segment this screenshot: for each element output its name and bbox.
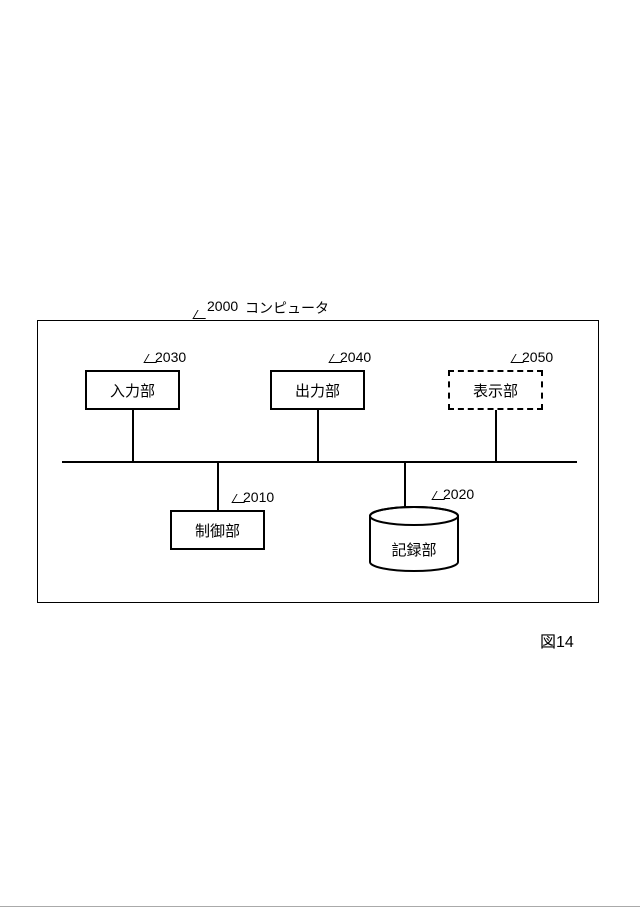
drop-input <box>132 410 134 461</box>
figure-caption: 図14 <box>540 628 574 652</box>
container-ref: 2000 <box>207 298 238 314</box>
node-input: 入力部 <box>85 370 180 410</box>
container-label: コンピュータ <box>245 298 329 318</box>
ref-record: 2020 <box>443 486 474 502</box>
page-bottom-rule <box>0 906 640 907</box>
node-input-label: 入力部 <box>110 380 155 401</box>
ref-display: 2050 <box>522 349 553 365</box>
node-display: 表示部 <box>448 370 543 410</box>
bus-line <box>62 461 577 463</box>
node-record-label: 記録部 <box>368 539 460 560</box>
drop-output <box>317 410 319 461</box>
node-record: 記録部 <box>368 505 460 573</box>
page: 2000 コンピュータ 2030 入力部 2040 出力部 2050 表示部 2… <box>0 0 640 919</box>
node-control-label: 制御部 <box>195 520 240 541</box>
node-control: 制御部 <box>170 510 265 550</box>
ref-input: 2030 <box>155 349 186 365</box>
ref-output: 2040 <box>340 349 371 365</box>
drop-record <box>404 461 406 507</box>
drop-display <box>495 410 497 461</box>
container-tick <box>192 310 210 319</box>
node-output-label: 出力部 <box>295 380 340 401</box>
node-display-label: 表示部 <box>473 380 518 401</box>
ref-control: 2010 <box>243 489 274 505</box>
node-output: 出力部 <box>270 370 365 410</box>
drop-control <box>217 461 219 510</box>
